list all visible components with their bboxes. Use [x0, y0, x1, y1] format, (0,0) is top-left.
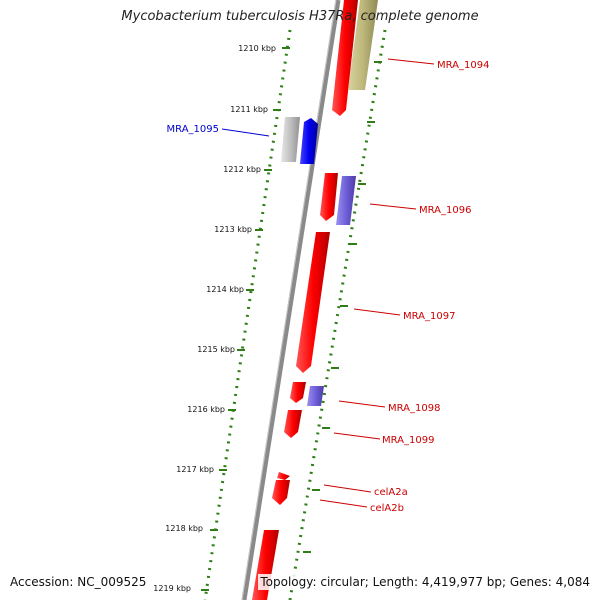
scale-label: 1212 kbp [223, 165, 261, 174]
gene-block[interactable] [290, 382, 306, 403]
gene-block[interactable] [332, 0, 358, 116]
genome-summary: Topology: circular; Length: 4,419,977 bp… [258, 574, 592, 590]
accession-text: Accession: NC_009525 [8, 574, 149, 590]
scale-label: 1213 kbp [214, 225, 252, 234]
gene-block[interactable] [307, 386, 324, 406]
outer-major-ticks [201, 47, 290, 591]
gene-block[interactable] [300, 118, 318, 164]
gene-block[interactable] [284, 410, 302, 438]
gene-label[interactable]: MRA_1099 [382, 435, 434, 446]
scale-label: 1217 kbp [176, 465, 214, 474]
gene-block[interactable] [281, 117, 300, 162]
genome-backbone [241, 0, 341, 600]
gene-label[interactable]: MRA_1098 [388, 403, 440, 414]
label-leaders [221, 58, 435, 508]
scale-label: 1211 kbp [230, 105, 268, 114]
gene-block[interactable] [348, 0, 378, 90]
scale-label: 1216 kbp [187, 405, 225, 414]
inner-major-ticks [303, 61, 382, 553]
scale-label: 1210 kbp [238, 44, 276, 53]
scale-label: 1219 kbp [153, 584, 191, 593]
gene-block[interactable] [277, 472, 290, 480]
gene-label[interactable]: MRA_1096 [419, 205, 471, 216]
gene-label[interactable]: MRA_1097 [403, 311, 455, 322]
gene-block[interactable] [296, 232, 330, 373]
gene-label[interactable]: celA2a [374, 487, 408, 498]
map-title: Mycobacterium tuberculosis H37Ra, comple… [121, 9, 479, 24]
gene-features [252, 0, 378, 600]
scale-label: 1215 kbp [197, 345, 235, 354]
gene-label[interactable]: MRA_1094 [437, 60, 489, 71]
scale-label: 1214 kbp [206, 285, 244, 294]
scale-label: 1218 kbp [165, 524, 203, 533]
outer-tick-track [203, 29, 292, 600]
gene-block[interactable] [272, 480, 290, 505]
gene-block[interactable] [320, 173, 338, 221]
inner-tick-track [288, 29, 387, 600]
gene-labels: MRA_1094 MRA_1095 MRA_1096 MRA_1097 MRA_… [167, 60, 490, 514]
gene-block[interactable] [336, 176, 356, 225]
gene-label[interactable]: celA2b [370, 503, 404, 514]
scale-labels: 1210 kbp 1211 kbp 1212 kbp 1213 kbp 1214… [153, 44, 276, 593]
gene-label[interactable]: MRA_1095 [167, 124, 219, 135]
